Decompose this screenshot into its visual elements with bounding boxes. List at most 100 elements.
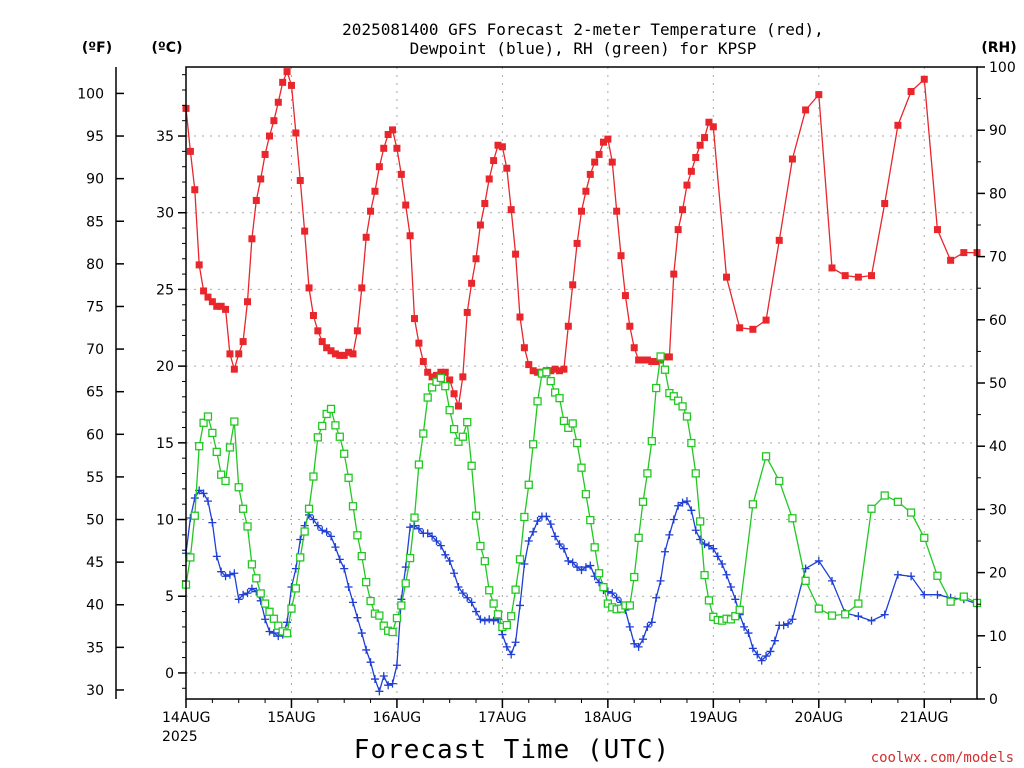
temperature-point — [494, 141, 502, 149]
rh-point — [485, 586, 494, 595]
rh-point — [893, 497, 903, 506]
rh-point — [269, 614, 279, 623]
fahrenheit-tick-label: 55 — [86, 470, 104, 486]
temperature-point — [520, 344, 528, 352]
rh-point — [489, 599, 498, 608]
temperature-point — [599, 138, 607, 146]
temperature-point — [292, 129, 300, 137]
temperature-point — [547, 367, 555, 375]
celsius-tick-label: 30 — [156, 206, 174, 222]
temperature-point — [200, 287, 208, 295]
rh-point — [586, 515, 595, 525]
dewpoint-point — [353, 613, 362, 622]
temperature-point — [358, 284, 366, 292]
chart-title-line-1: 2025081400 GFS Forecast 2-meter Temperat… — [342, 20, 824, 39]
temperature-point — [485, 175, 493, 183]
rh-point — [401, 579, 410, 588]
dewpoint-point — [568, 558, 577, 567]
temperature-point — [586, 170, 594, 178]
celsius-unit-label: (ºC) — [152, 40, 183, 56]
rh-point — [564, 423, 573, 433]
rh-point — [410, 513, 419, 522]
dewpoint-point — [665, 530, 674, 539]
temperature-point — [353, 327, 361, 335]
dewpoint-point — [467, 598, 476, 607]
dewpoint-point — [507, 650, 516, 659]
data-series — [181, 68, 982, 696]
rh-point — [906, 508, 916, 517]
fahrenheit-tick-label: 80 — [86, 257, 104, 273]
rh-point — [634, 533, 643, 542]
dewpoint-point — [221, 572, 230, 581]
rh-point — [441, 382, 450, 391]
temperature-point — [265, 132, 273, 140]
dewpoint-point — [423, 529, 432, 538]
rh-point — [660, 365, 670, 374]
dewpoint-point — [379, 671, 388, 680]
temperature-point — [573, 239, 581, 247]
dewpoint-point — [577, 566, 586, 575]
temperature-point — [854, 273, 862, 281]
rh-point — [291, 584, 301, 593]
rh-tick-label: 70 — [989, 250, 1007, 266]
dewpoint-point — [827, 576, 836, 585]
rh-point — [366, 596, 375, 606]
rh-point — [652, 383, 661, 393]
fahrenheit-tick-label: 40 — [86, 598, 104, 614]
dewpoint-point — [269, 629, 278, 638]
dewpoint-point — [542, 512, 551, 521]
dewpoint-point — [678, 498, 687, 507]
temperature-point — [788, 155, 796, 163]
dewpoint-point — [814, 556, 823, 565]
temperature-point — [551, 365, 559, 373]
temperature-point — [608, 158, 616, 166]
dewpoint-point — [625, 622, 634, 631]
temperature-point — [367, 207, 375, 215]
dewpoint-point — [907, 572, 916, 581]
dewpoint-point — [230, 569, 239, 578]
fahrenheit-tick-label: 95 — [86, 129, 104, 145]
dewpoint-point — [520, 560, 529, 569]
dewpoint-point — [366, 658, 375, 667]
dewpoint-point — [660, 547, 669, 556]
rh-point — [638, 497, 648, 506]
temperature-point — [195, 261, 203, 269]
rh-point — [414, 460, 424, 469]
rh-point — [313, 433, 322, 442]
rh-point — [700, 570, 709, 580]
dewpoint-point — [454, 583, 463, 592]
temperature-point — [709, 123, 717, 131]
time-tick-label: 16AUG — [373, 710, 422, 726]
rh-point — [379, 621, 388, 630]
rh-point — [454, 437, 463, 446]
temperature-point — [516, 313, 524, 321]
temperature-point — [454, 402, 462, 410]
temperature-point — [239, 338, 247, 346]
dewpoint-point — [322, 527, 331, 536]
temperature-point — [933, 226, 941, 234]
rh-point — [696, 517, 705, 526]
dewpoint-point — [770, 636, 779, 645]
dewpoint-point — [203, 497, 212, 506]
temperature-point — [639, 356, 647, 364]
rh-point — [867, 504, 876, 513]
rh-tick-label: 0 — [989, 692, 998, 708]
dewpoint-point — [867, 616, 876, 625]
temperature-point — [947, 256, 955, 264]
dewpoint-point — [731, 595, 740, 604]
rh-point — [704, 596, 714, 605]
rh-tick-label: 30 — [989, 502, 1007, 518]
dewpoint-point — [753, 650, 762, 659]
temperature-point — [309, 312, 317, 320]
time-tick-label: 14AUG — [162, 710, 211, 726]
dewpoint-point — [472, 607, 481, 616]
dewpoint-point — [551, 532, 560, 541]
temperature-point — [446, 376, 454, 384]
rh-point — [225, 443, 235, 452]
temperature-point — [556, 367, 564, 375]
fahrenheit-tick-label: 70 — [86, 342, 104, 358]
temperature-point — [248, 235, 256, 243]
rh-point — [195, 442, 204, 451]
dewpoint-point — [682, 497, 691, 506]
dewpoint-point — [388, 679, 397, 688]
